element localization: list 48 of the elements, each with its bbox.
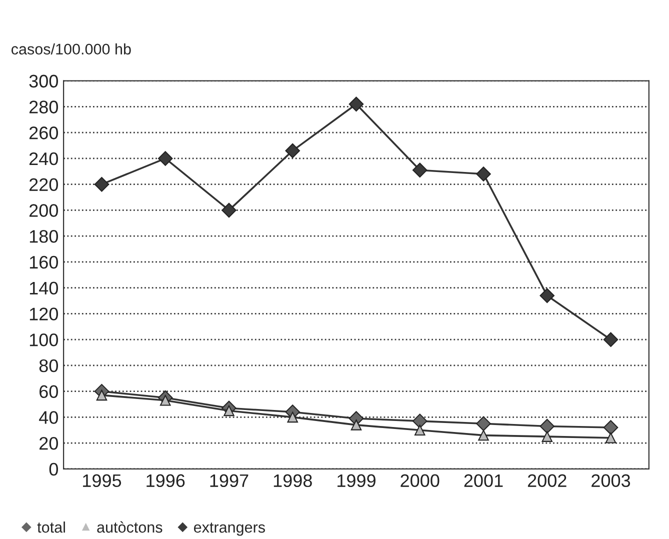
x-tick-label: 1995 — [83, 474, 122, 488]
point — [540, 418, 555, 434]
x-tick-label: 2002 — [528, 474, 566, 488]
x-tick-label: 1999 — [338, 474, 376, 488]
legend-label: total — [37, 521, 65, 533]
point — [476, 166, 491, 182]
y-tick-label: 40 — [39, 411, 58, 424]
y-tick-label: 300 — [29, 74, 58, 88]
y-tick-label: 280 — [29, 100, 58, 114]
x-tick-label: 1997 — [210, 474, 248, 488]
legend-label: autòctons — [97, 521, 162, 533]
y-tick-label: 120 — [30, 308, 58, 320]
point — [412, 414, 428, 428]
legend-label: extrangers — [194, 522, 265, 536]
point — [158, 151, 173, 166]
y-tick-label: 160 — [30, 256, 58, 269]
y-tick-label: 60 — [40, 385, 58, 398]
y-tick-label: 200 — [29, 204, 58, 217]
y-tick-label: 80 — [39, 359, 58, 372]
point — [603, 332, 618, 347]
y-axis-title: casos/100.000 hb — [12, 43, 131, 55]
point — [222, 202, 236, 218]
point — [605, 432, 616, 444]
x-tick-label: 1998 — [274, 474, 312, 488]
y-tick-label: 220 — [29, 178, 58, 192]
point — [285, 143, 300, 158]
y-tick-label: 180 — [30, 230, 58, 243]
point — [412, 162, 428, 178]
point — [287, 412, 298, 423]
point — [414, 424, 426, 436]
point — [94, 176, 110, 192]
point — [476, 416, 491, 432]
y-tick-label: 260 — [29, 126, 58, 140]
point — [603, 420, 618, 435]
y-tick-label: 140 — [30, 282, 58, 295]
y-tick-label: 100 — [30, 334, 58, 346]
x-tick-label: 2001 — [464, 474, 503, 488]
x-tick-label: 1996 — [146, 474, 185, 488]
y-tick-label: 0 — [49, 462, 58, 476]
x-tick-label: 2003 — [592, 474, 630, 488]
x-tick-label: 2000 — [400, 474, 440, 488]
point — [478, 430, 489, 441]
point — [350, 420, 362, 430]
y-tick-label: 240 — [29, 152, 58, 166]
point — [540, 288, 555, 303]
point — [348, 96, 364, 112]
point — [542, 431, 553, 442]
y-tick-label: 20 — [40, 436, 58, 450]
